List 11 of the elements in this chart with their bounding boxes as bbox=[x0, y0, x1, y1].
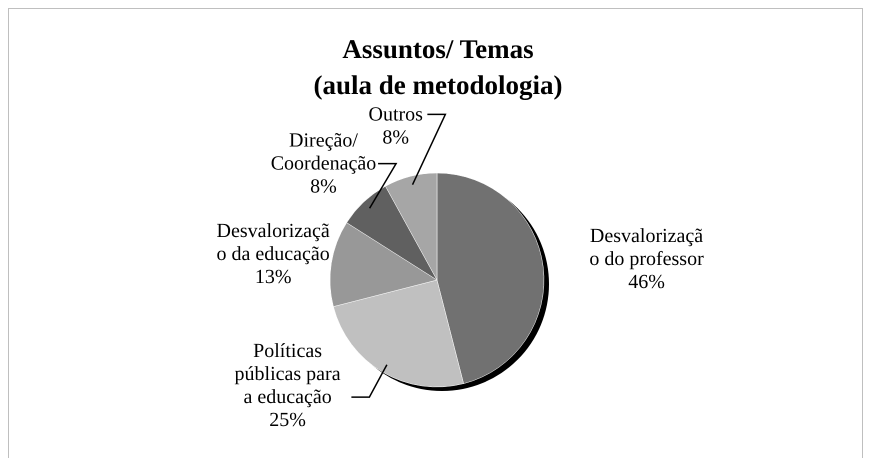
data-label: 8% bbox=[382, 126, 410, 148]
data-label: 8% bbox=[310, 176, 337, 198]
slice-label: Desvalorização do professor bbox=[589, 224, 704, 270]
data-label: 13% bbox=[254, 266, 292, 288]
slice-label: Políticas públicas para a educação bbox=[234, 340, 341, 408]
chart-title: Assuntos/ Temas (aula de metodologia) bbox=[314, 34, 562, 100]
slice-label: Direção/ Coordenação bbox=[270, 130, 376, 175]
slice-label: Outros bbox=[368, 103, 424, 126]
slice-label: Desvalorização da educação bbox=[216, 220, 330, 265]
data-label: 46% bbox=[628, 270, 665, 293]
data-label: 25% bbox=[269, 409, 306, 432]
